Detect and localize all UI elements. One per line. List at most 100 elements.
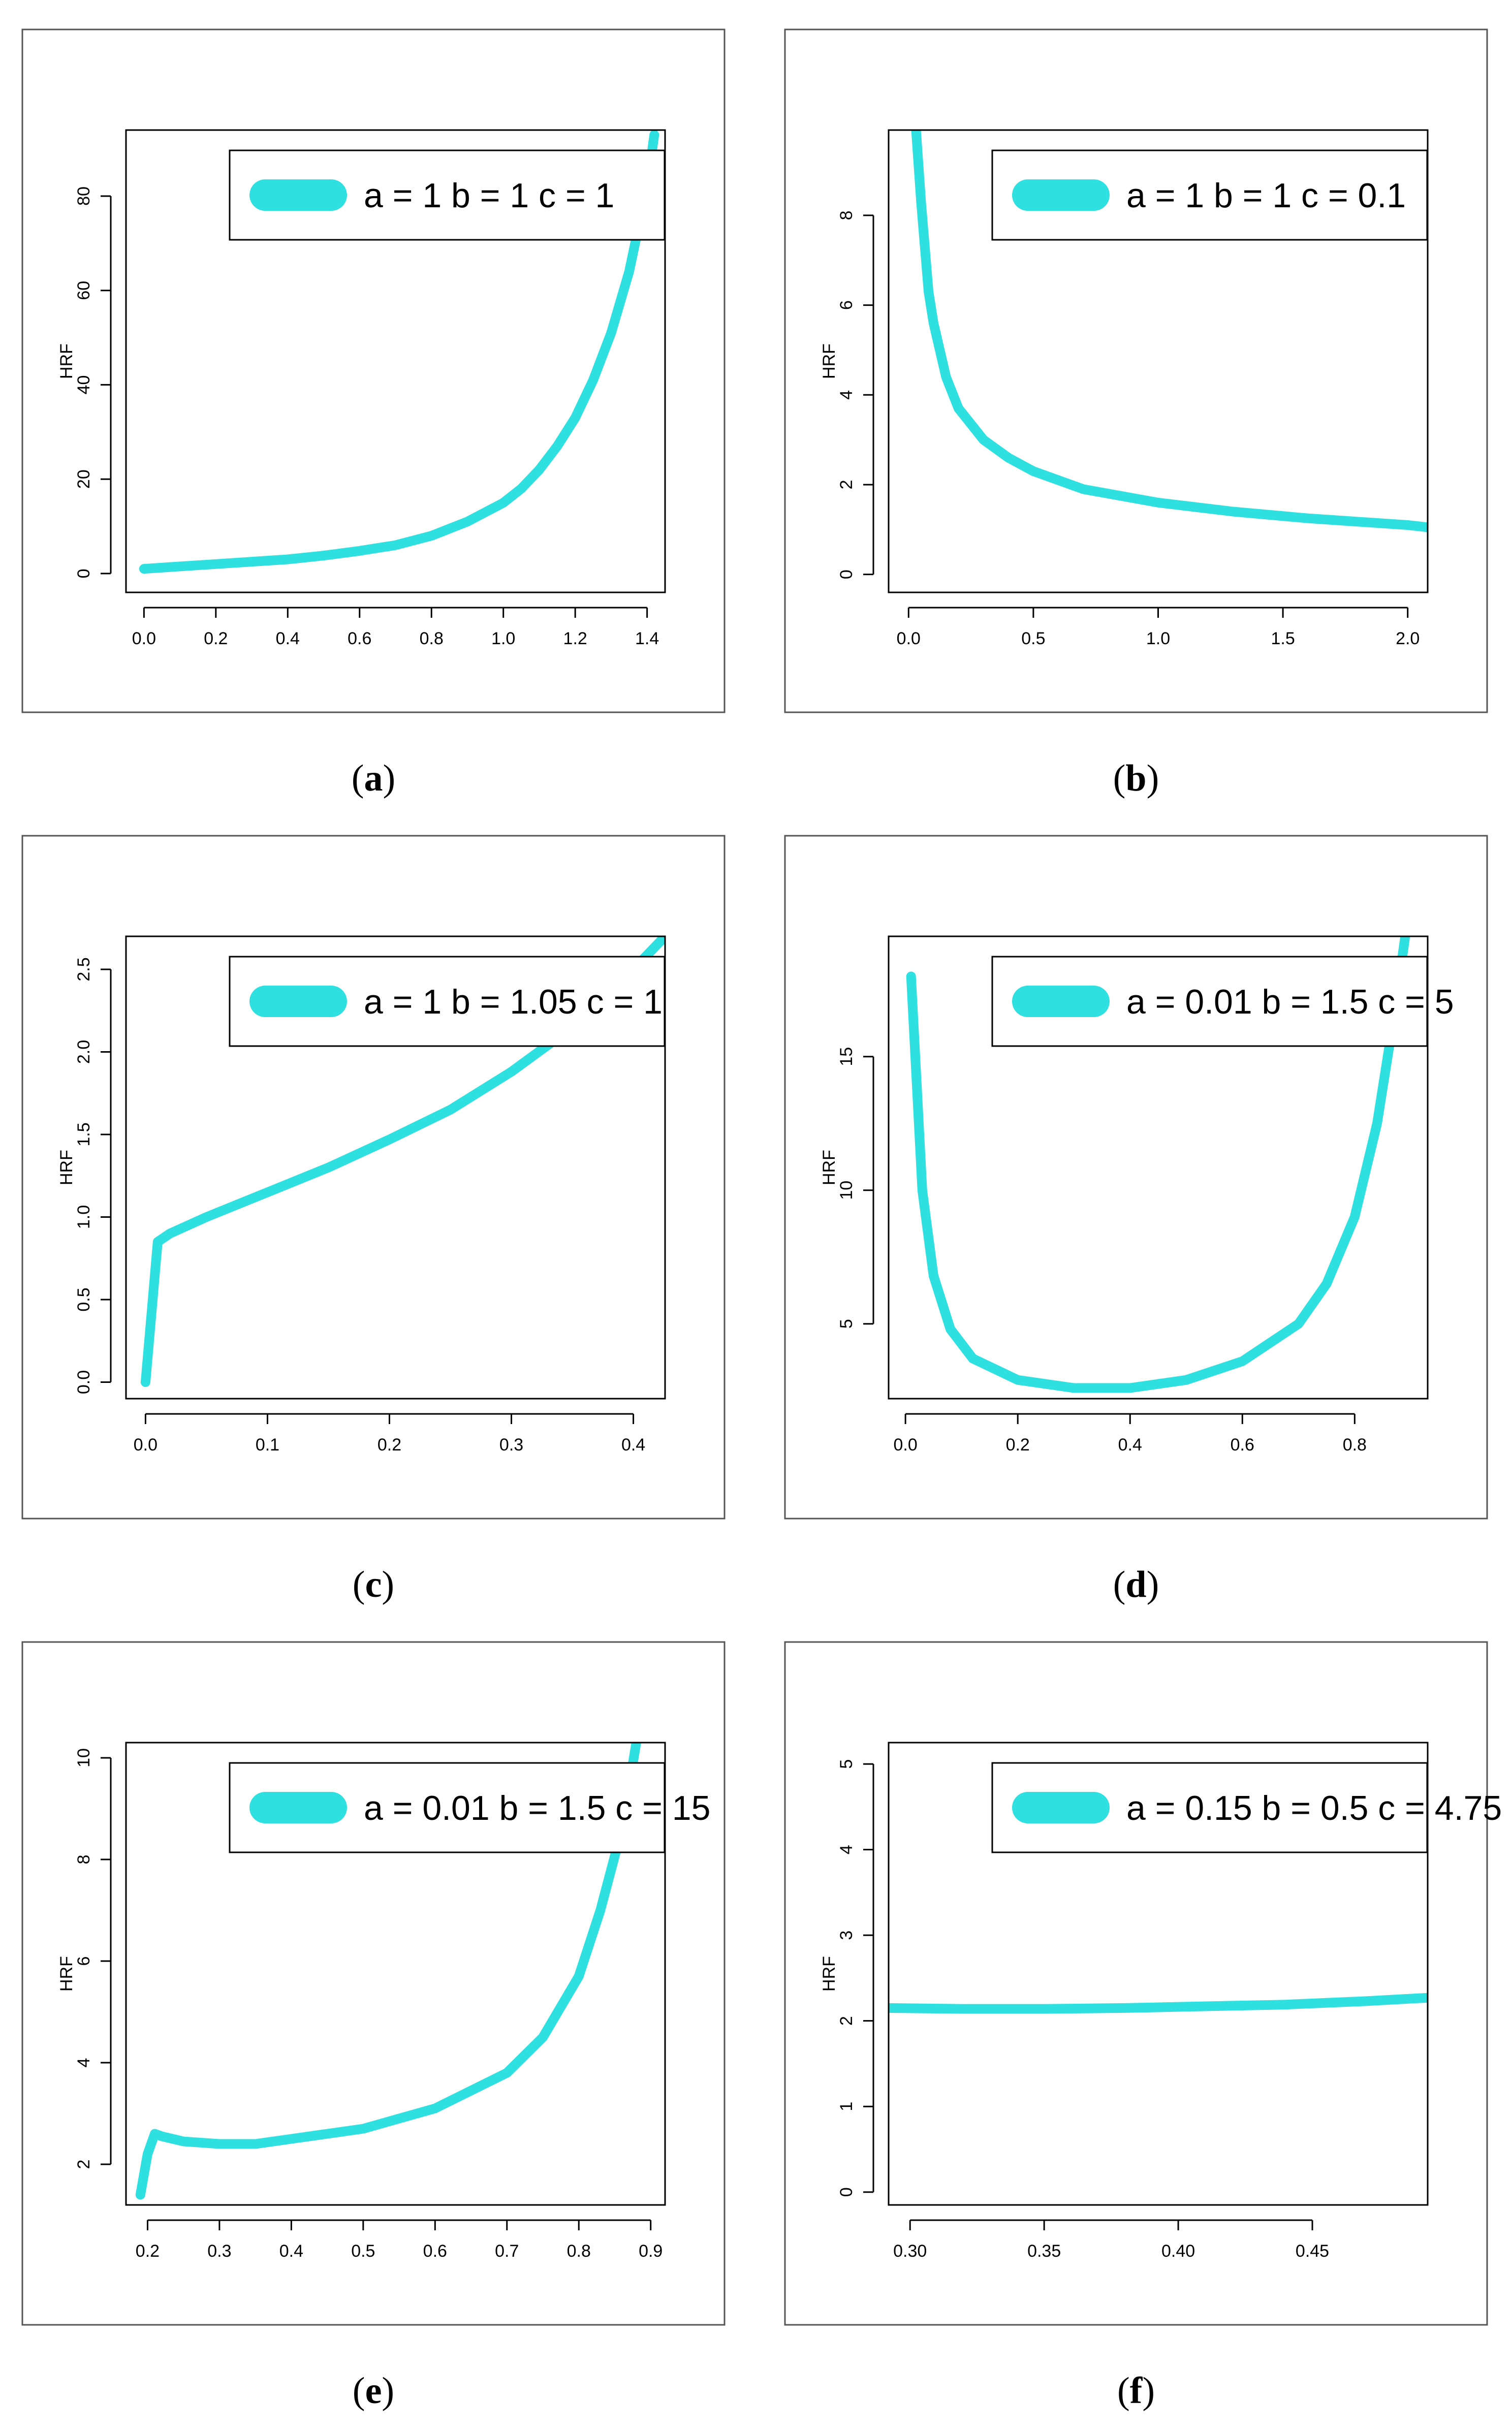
x-tick-label: 0.0 — [132, 629, 156, 648]
x-tick-label: 0.2 — [377, 1435, 401, 1455]
y-tick-label: 0 — [837, 570, 856, 579]
y-tick-label: 10 — [837, 1181, 856, 1200]
y-tick-label: 0 — [74, 569, 93, 578]
y-tick-label: 8 — [74, 1855, 93, 1865]
x-tick-label: 0.3 — [207, 2242, 231, 2261]
y-axis: 0.0 0.5 1.0 1.5 2.0 2.5 — [74, 957, 112, 1394]
y-axis-title: HRF — [57, 343, 76, 379]
hrf-curve-d — [906, 936, 1410, 1393]
y-tick-label: 1 — [837, 2102, 856, 2111]
legend-label: a = 1 b = 1 c = 1 — [364, 176, 614, 215]
legend-label: a = 1 b = 1.05 c = 1 — [364, 983, 663, 1021]
y-axis: 0 20 40 60 80 — [74, 186, 112, 578]
y-tick-label: 80 — [74, 186, 93, 206]
x-tick-label: 0.9 — [639, 2242, 663, 2261]
x-axis: 0.0 0.2 0.4 0.6 0.8 — [894, 1413, 1367, 1455]
hrf-curve-f — [889, 1993, 1428, 2014]
y-tick-label: 3 — [837, 1931, 856, 1940]
x-tick-label: 0.0 — [894, 1435, 918, 1455]
y-tick-label: 1.5 — [74, 1122, 93, 1146]
panel-frame — [784, 1641, 1488, 2326]
x-tick-label: 0.6 — [348, 629, 371, 648]
legend: a = 1 b = 1.05 c = 1 — [229, 956, 666, 1047]
hrf-curve-a — [139, 130, 659, 574]
legend-label: a = 1 b = 1 c = 0.1 — [1126, 176, 1406, 215]
x-tick-label: 1.4 — [635, 629, 659, 648]
chart-panel-e: 0.2 0.3 0.4 0.5 0.6 0.7 0.8 0.9 2 4 6 8 10 HRF a = 0.0… — [21, 1641, 726, 2412]
panel-caption: (a) — [352, 758, 395, 799]
y-tick-label: 4 — [837, 1845, 856, 1854]
y-axis: 0 1 2 3 4 5 — [837, 1759, 874, 2197]
legend: a = 0.15 b = 0.5 c = 4.75 — [991, 1762, 1502, 1853]
y-tick-label: 5 — [837, 1319, 856, 1329]
legend: a = 0.01 b = 1.5 c = 5 — [991, 956, 1454, 1047]
x-tick-label: 0.6 — [423, 2242, 447, 2261]
x-tick-label: 0.1 — [256, 1435, 279, 1455]
y-tick-label: 2 — [837, 480, 856, 490]
y-tick-label: 40 — [74, 375, 93, 395]
x-axis: 0.30 0.35 0.40 0.45 — [893, 2219, 1329, 2261]
plot-box — [125, 935, 666, 1400]
legend-label: a = 0.01 b = 1.5 c = 15 — [364, 1789, 710, 1827]
x-tick-label: 0.4 — [1118, 1435, 1142, 1455]
y-tick-label: 60 — [74, 281, 93, 300]
chart-panel-f: 0.30 0.35 0.40 0.45 0 1 2 3 4 5 HRF a = 0.15 b = 0.… — [784, 1641, 1502, 2412]
chart-panel-a: 0.0 0.2 0.4 0.6 0.8 1.0 1.2 1.4 0 20 40 60 80 HRF a = … — [21, 28, 726, 799]
chart-panel-b: 0.0 0.5 1.0 1.5 2.0 0 2 4 6 8 HRF a = 1 b = 1 c = 0… — [784, 28, 1488, 799]
plot-box — [888, 1742, 1429, 2206]
panel-frame — [21, 1641, 726, 2326]
y-axis-title: HRF — [820, 1956, 839, 1992]
y-tick-label: 2 — [837, 2016, 856, 2026]
y-axis: 5 10 15 — [837, 1047, 874, 1329]
panel-caption: (b) — [1113, 758, 1159, 799]
x-tick-label: 0.35 — [1027, 2242, 1061, 2261]
panel-caption: (e) — [353, 2370, 394, 2412]
plot-box — [125, 1742, 666, 2206]
y-tick-label: 5 — [837, 1759, 856, 1769]
x-axis: 0.2 0.3 0.4 0.5 0.6 0.7 0.8 0.9 — [136, 2219, 663, 2261]
y-tick-label: 6 — [837, 300, 856, 310]
x-tick-label: 1.0 — [1146, 629, 1170, 648]
x-tick-label: 0.2 — [1006, 1435, 1030, 1455]
plot-box — [125, 129, 666, 593]
legend: a = 1 b = 1 c = 1 — [229, 149, 666, 241]
chart-panel-c: 0.0 0.1 0.2 0.3 0.4 0.0 0.5 1.0 1.5 2.0 2.5 HRF a = … — [21, 835, 726, 1605]
legend: a = 1 b = 1 c = 0.1 — [991, 149, 1428, 241]
y-tick-label: 0.5 — [74, 1287, 93, 1311]
x-axis: 0.0 0.2 0.4 0.6 0.8 1.0 1.2 1.4 — [132, 607, 659, 648]
x-tick-label: 0.4 — [621, 1435, 645, 1455]
x-axis: 0.0 0.1 0.2 0.3 0.4 — [134, 1413, 645, 1455]
y-axis-title: HRF — [820, 343, 839, 379]
x-tick-label: 0.8 — [1343, 1435, 1367, 1455]
x-tick-label: 0.6 — [1231, 1435, 1254, 1455]
x-tick-label: 1.5 — [1271, 629, 1295, 648]
y-tick-label: 0 — [837, 2187, 856, 2197]
y-tick-label: 4 — [74, 2058, 93, 2068]
panel-frame — [784, 28, 1488, 713]
y-tick-label: 8 — [837, 210, 856, 220]
hrf-curve-e — [135, 1743, 641, 2200]
x-tick-label: 0.8 — [420, 629, 444, 648]
y-axis-title: HRF — [57, 1956, 76, 1992]
plot-box — [888, 129, 1429, 593]
legend-label: a = 0.15 b = 0.5 c = 4.75 — [1126, 1789, 1502, 1827]
x-tick-label: 0.4 — [276, 629, 300, 648]
x-tick-label: 0.4 — [279, 2242, 303, 2261]
x-tick-label: 0.8 — [567, 2242, 591, 2261]
y-axis-title: HRF — [57, 1150, 76, 1185]
y-axis: 2 4 6 8 10 — [74, 1748, 112, 2169]
y-tick-label: 20 — [74, 469, 93, 489]
panel-frame — [21, 28, 726, 713]
panel-caption: (c) — [353, 1564, 394, 1605]
x-tick-label: 0.2 — [204, 629, 228, 648]
y-tick-label: 0.0 — [74, 1370, 93, 1394]
legend: a = 0.01 b = 1.5 c = 15 — [229, 1762, 710, 1853]
y-tick-label: 6 — [74, 1956, 93, 1966]
x-tick-label: 1.2 — [563, 629, 587, 648]
y-tick-label: 2.0 — [74, 1040, 93, 1064]
x-tick-label: 0.2 — [136, 2242, 160, 2261]
y-tick-label: 10 — [74, 1748, 93, 1768]
chart-panel-d: 0.0 0.2 0.4 0.6 0.8 5 10 15 HRF a = 0.01 b = 1.5 … — [784, 835, 1488, 1605]
y-tick-label: 2.5 — [74, 957, 93, 981]
